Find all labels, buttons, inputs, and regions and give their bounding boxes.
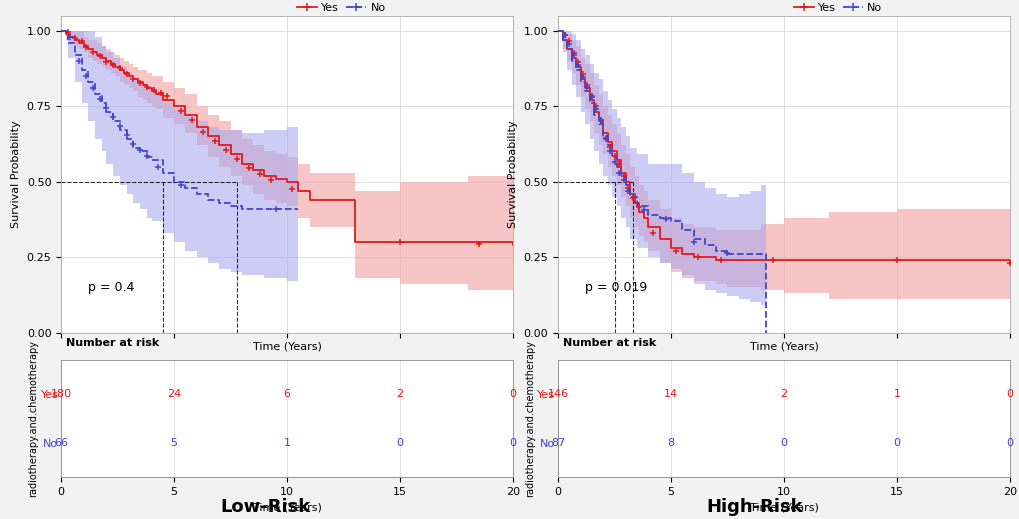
Text: 6: 6 (283, 389, 290, 399)
Y-axis label: Survival Probability: Survival Probability (11, 120, 21, 228)
Text: Low-Risk: Low-Risk (220, 498, 310, 516)
Text: 2: 2 (780, 389, 787, 399)
Text: 1: 1 (283, 438, 290, 448)
Text: 24: 24 (167, 389, 181, 399)
Y-axis label: radiotherapy.and.chemotherapy: radiotherapy.and.chemotherapy (524, 340, 534, 497)
Y-axis label: radiotherapy.and.chemotherapy: radiotherapy.and.chemotherapy (28, 340, 38, 497)
Text: 0: 0 (508, 438, 516, 448)
Text: B: B (513, 0, 528, 4)
X-axis label: Time (Years): Time (Years) (253, 503, 321, 513)
Text: 2: 2 (396, 389, 404, 399)
Text: 0: 0 (396, 438, 404, 448)
Text: A: A (16, 0, 33, 4)
X-axis label: Time (Years): Time (Years) (749, 503, 817, 513)
Text: 0: 0 (780, 438, 787, 448)
Text: Time (Years): Time (Years) (749, 341, 817, 351)
Text: 1: 1 (893, 389, 900, 399)
Text: 0: 0 (508, 389, 516, 399)
Text: Number at risk: Number at risk (562, 338, 655, 348)
Text: Time (Years): Time (Years) (253, 341, 321, 351)
Text: 87: 87 (550, 438, 565, 448)
Legend: Yes, No: Yes, No (743, 0, 931, 18)
Text: 66: 66 (54, 438, 68, 448)
Text: 8: 8 (666, 438, 674, 448)
Text: 0: 0 (893, 438, 900, 448)
Text: 180: 180 (51, 389, 71, 399)
Text: p = 0.019: p = 0.019 (585, 281, 647, 294)
Text: 0: 0 (1006, 389, 1012, 399)
Text: High-Risk: High-Risk (706, 498, 802, 516)
Text: 0: 0 (1006, 438, 1012, 448)
Text: Number at risk: Number at risk (65, 338, 159, 348)
Text: 14: 14 (663, 389, 678, 399)
Y-axis label: Survival Probability: Survival Probability (507, 120, 518, 228)
Legend: Yes, No: Yes, No (247, 0, 435, 18)
Text: 146: 146 (547, 389, 568, 399)
Text: 5: 5 (170, 438, 177, 448)
Text: p = 0.4: p = 0.4 (89, 281, 135, 294)
